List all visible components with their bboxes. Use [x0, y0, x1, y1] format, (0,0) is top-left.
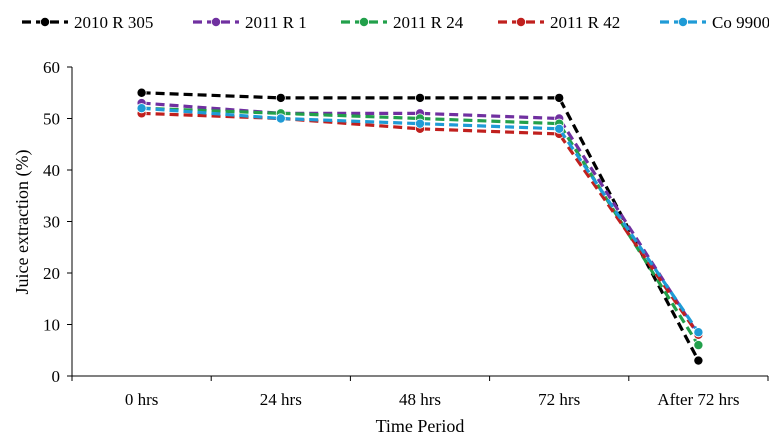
legend-label: Co 99004 — [712, 13, 769, 32]
data-point-2011-r-24 — [693, 340, 704, 351]
series-line-2011-r-42 — [141, 111, 700, 336]
series-line-2011-r-24 — [141, 106, 700, 346]
legend-item-co-99004: Co 99004 — [660, 13, 769, 32]
legend-item-2010-r-305: 2010 R 305 — [22, 13, 153, 32]
y-tick-label: 10 — [43, 316, 60, 335]
x-axis: 0 hrs 24 hrs 48 hrs 72 hrs After 72 hrs — [71, 375, 769, 409]
y-tick-label: 50 — [43, 110, 60, 129]
series-2010-r-305 — [136, 87, 704, 366]
legend-swatch-marker — [210, 16, 221, 27]
plot-series — [136, 87, 704, 366]
y-axis: 0 10 20 30 40 50 60 — [43, 58, 73, 386]
legend-swatch-marker — [678, 16, 689, 27]
legend: 2010 R 305 2011 R 1 2011 R 24 2011 R 42 Co 9… — [22, 13, 769, 32]
series-line-2010-r-305 — [141, 91, 700, 362]
legend-swatch-marker — [358, 16, 369, 27]
x-tick-label: 24 hrs — [260, 390, 302, 409]
data-point-co-99004 — [275, 113, 286, 124]
y-tick-label: 30 — [43, 213, 60, 232]
legend-label: 2011 R 24 — [393, 13, 464, 32]
x-tick-label: After 72 hrs — [657, 390, 739, 409]
y-tick-label: 0 — [52, 367, 61, 386]
legend-swatch-marker — [40, 16, 51, 27]
data-point-co-99004 — [136, 103, 147, 114]
data-point-2010-r-305 — [414, 92, 425, 103]
series-co-99004 — [136, 103, 704, 338]
data-point-2010-r-305 — [136, 87, 147, 98]
series-2011-r-42 — [136, 108, 704, 340]
data-point-2010-r-305 — [693, 355, 704, 366]
x-tick-label: 72 hrs — [538, 390, 580, 409]
data-point-co-99004 — [693, 327, 704, 338]
legend-label: 2010 R 305 — [74, 13, 153, 32]
legend-item-2011-r-1: 2011 R 1 — [193, 13, 307, 32]
legend-item-2011-r-42: 2011 R 42 — [498, 13, 620, 32]
data-point-2010-r-305 — [554, 92, 565, 103]
y-axis-title: Juice extraction (%) — [12, 150, 33, 295]
series-2011-r-24 — [136, 103, 704, 351]
y-tick-label: 60 — [43, 58, 60, 77]
series-line-2011-r-1 — [141, 101, 700, 336]
data-point-co-99004 — [554, 123, 565, 134]
legend-label: 2011 R 42 — [550, 13, 620, 32]
series-line-co-99004 — [141, 106, 700, 334]
legend-label: 2011 R 1 — [245, 13, 307, 32]
y-tick-label: 40 — [43, 161, 60, 180]
y-tick-label: 20 — [43, 264, 60, 283]
data-point-co-99004 — [414, 118, 425, 129]
x-axis-title: Time Period — [376, 416, 465, 436]
data-point-2010-r-305 — [275, 92, 286, 103]
legend-item-2011-r-24: 2011 R 24 — [341, 13, 464, 32]
x-tick-label: 0 hrs — [125, 390, 159, 409]
legend-swatch-marker — [516, 16, 527, 27]
x-tick-label: 48 hrs — [399, 390, 441, 409]
